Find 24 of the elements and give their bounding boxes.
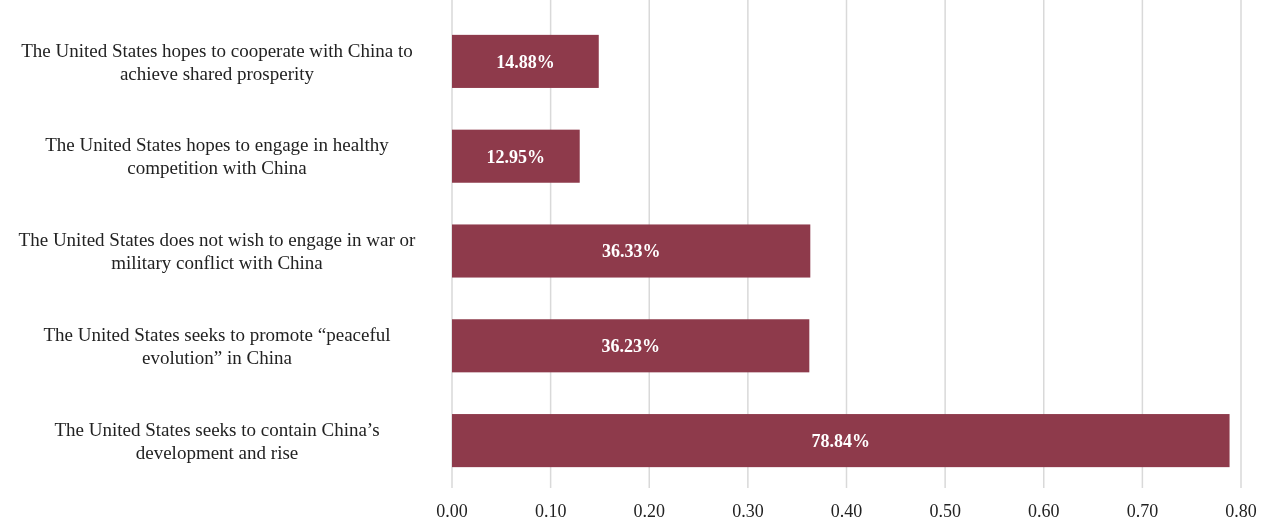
x-tick-label: 0.80	[1225, 501, 1257, 521]
data-label: 14.88%	[496, 51, 555, 72]
bar	[452, 319, 810, 373]
bar	[452, 129, 580, 183]
data-label: 36.33%	[601, 241, 661, 262]
y-tick-label: The United States hopes to engage in healthy competition with China	[45, 134, 390, 179]
bar	[452, 414, 1230, 468]
x-tick-label: 0.70	[1126, 501, 1159, 521]
x-tick-label: 0.40	[830, 501, 863, 521]
x-tick-label: 0.00	[436, 501, 468, 521]
x-tick-label: 0.60	[1028, 501, 1060, 521]
data-label: 12.95%	[486, 146, 546, 167]
x-tick-label: 0.30	[732, 501, 764, 521]
y-tick-label: The United States seeks to contain China’s development and rise	[54, 418, 380, 463]
y-tick-label: The United States seeks to promote “peaceful evolution” in China	[43, 323, 391, 368]
x-tick-label: 0.50	[929, 501, 961, 521]
x-tick-label: 0.10	[534, 501, 567, 521]
bar	[452, 34, 599, 88]
bar	[452, 224, 811, 278]
x-tick-label: 0.20	[633, 501, 665, 521]
y-tick-label: The United States hopes to cooperate with China to achieve shared prosperity	[21, 39, 413, 84]
data-label: 78.84%	[811, 430, 871, 451]
y-tick-label: The United States does not wish to engage in war or military conflict with China	[18, 229, 417, 274]
data-label: 36.23%	[601, 336, 660, 357]
